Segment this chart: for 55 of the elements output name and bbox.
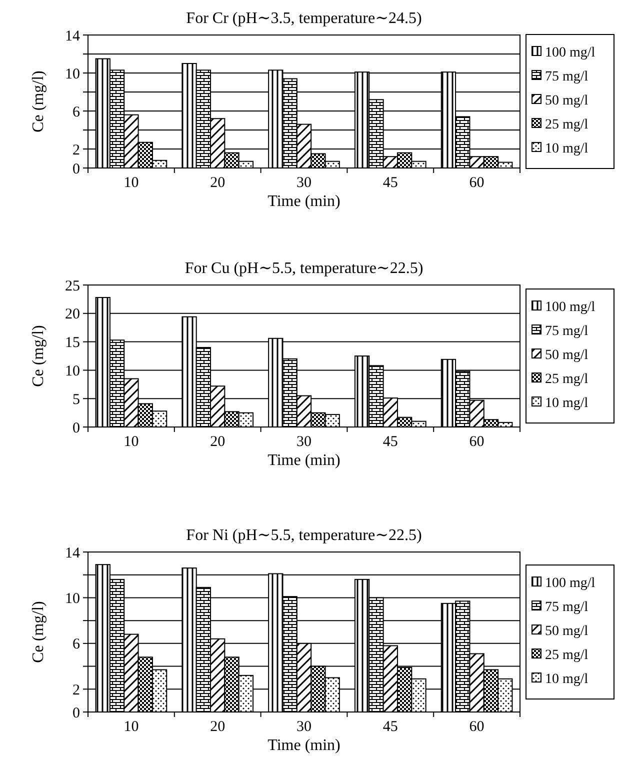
x-tick-label: 20 [210, 719, 226, 735]
y-tick-label: 0 [72, 161, 80, 178]
y-tick-label: 2 [72, 142, 80, 158]
y-tick-label: 10 [65, 590, 80, 607]
legend-label: 100 mg/l [545, 576, 596, 591]
x-axis-title: Time (min) [268, 193, 340, 210]
y-tick-label: 5 [72, 392, 80, 408]
legend-label: 75 mg/l [545, 324, 588, 339]
y-tick-label: 0 [72, 420, 80, 436]
chart-title: For Cr (pH∼3.5, temperature∼24.5) [186, 10, 422, 27]
legend-label: 25 mg/l [545, 372, 588, 387]
legend-label: 100 mg/l [545, 300, 596, 315]
legend-label: 50 mg/l [545, 624, 588, 639]
y-axis-title: Ce (mg/l) [30, 70, 47, 132]
x-axis-title: Time (min) [268, 737, 340, 754]
y-tick-label: 2 [72, 682, 80, 698]
y-tick-label: 14 [65, 28, 80, 44]
legend-label: 10 mg/l [545, 141, 588, 156]
x-tick-label: 20 [210, 175, 226, 191]
legend-label: 100 mg/l [545, 45, 596, 60]
x-tick-label: 30 [296, 719, 312, 735]
y-axis-title: Ce (mg/l) [30, 325, 47, 387]
y-tick-label: 6 [72, 104, 80, 120]
x-tick-label: 20 [210, 434, 226, 450]
x-tick-label: 45 [382, 719, 398, 735]
legend-label: 75 mg/l [545, 600, 588, 615]
x-tick-label: 45 [382, 434, 398, 450]
chart-title: For Ni (pH∼5.5, temperature∼22.5) [186, 527, 422, 544]
y-tick-label: 20 [65, 306, 80, 323]
x-tick-label: 30 [296, 434, 312, 450]
x-tick-label: 10 [124, 719, 139, 735]
legend-label: 25 mg/l [545, 648, 588, 663]
chart-title: For Cu (pH∼5.5, temperature∼22.5) [184, 260, 424, 277]
y-tick-label: 0 [72, 705, 80, 722]
legend-label: 50 mg/l [545, 93, 588, 108]
x-tick-label: 60 [469, 434, 484, 450]
y-tick-label: 15 [65, 335, 80, 352]
x-axis-title: Time (min) [268, 452, 340, 469]
y-tick-label: 6 [72, 636, 80, 653]
legend-label: 75 mg/l [545, 69, 588, 84]
x-tick-label: 60 [469, 719, 484, 735]
x-tick-label: 60 [469, 175, 484, 191]
y-tick-label: 25 [65, 278, 80, 294]
legend-label: 25 mg/l [545, 117, 588, 132]
x-tick-label: 30 [296, 175, 312, 191]
legend-label: 50 mg/l [545, 348, 588, 363]
legend-label: 10 mg/l [545, 396, 588, 411]
legend-label: 10 mg/l [545, 672, 588, 687]
x-tick-label: 10 [124, 175, 139, 191]
y-axis-title: Ce (mg/l) [30, 601, 47, 663]
x-tick-label: 45 [382, 175, 398, 191]
y-tick-label: 10 [65, 66, 80, 82]
y-tick-label: 14 [65, 545, 80, 562]
x-tick-label: 10 [124, 434, 139, 450]
y-tick-label: 10 [65, 363, 80, 380]
